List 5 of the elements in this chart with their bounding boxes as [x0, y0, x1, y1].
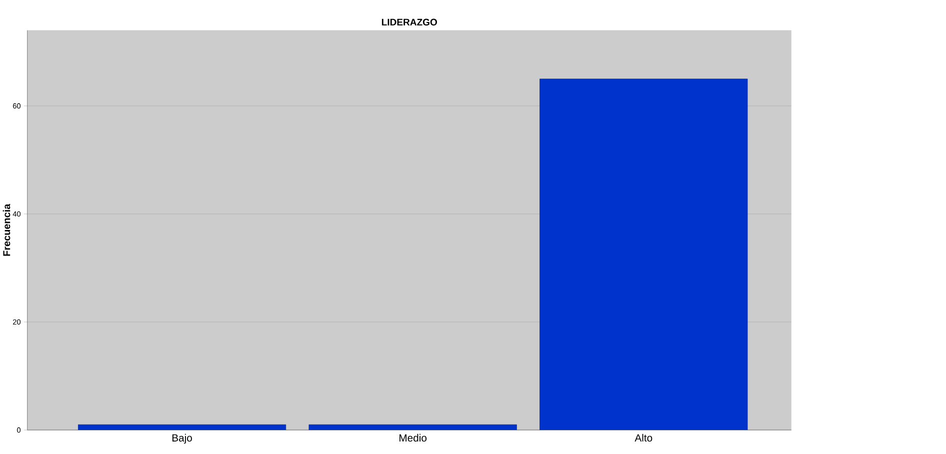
x-tick-label: Bajo: [172, 434, 192, 444]
y-axis-title: Frecuencia: [2, 204, 10, 256]
x-tick-label: Medio: [400, 434, 427, 442]
x-tick-label: Alto: [634, 434, 652, 442]
chart-title: LIDERAZGO: [382, 18, 437, 26]
